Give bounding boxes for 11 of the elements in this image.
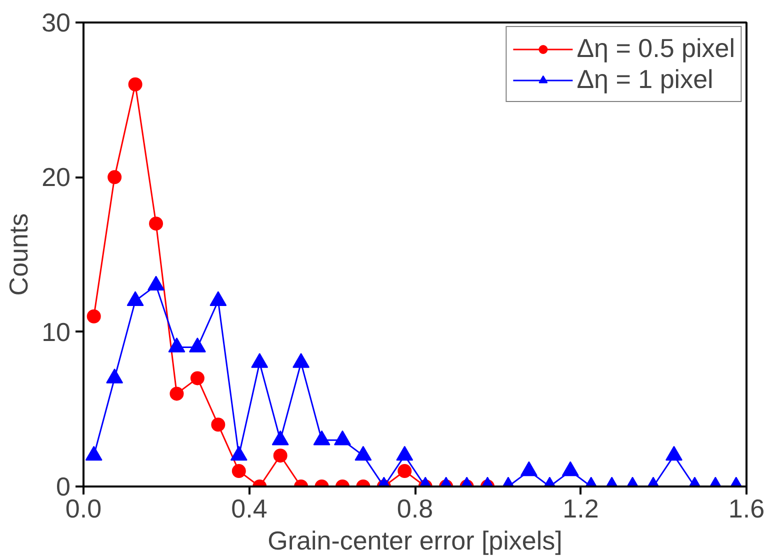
x-tick-label: 1.2 (562, 494, 599, 524)
legend-label: Δη = 0.5 pixel (576, 33, 735, 64)
x-axis-title: Grain-center error [pixels] (268, 526, 562, 556)
y-tick-label: 30 (42, 8, 70, 38)
x-tick-label: 0.4 (231, 494, 268, 524)
y-tick-label: 10 (42, 316, 70, 347)
x-tick-label: 0.8 (396, 494, 434, 524)
legend-label: Δη = 1 pixel (576, 64, 714, 95)
x-tick-label: 1.6 (728, 494, 765, 524)
y-tick-label: 20 (42, 162, 70, 192)
y-axis-title: Counts (4, 213, 34, 296)
